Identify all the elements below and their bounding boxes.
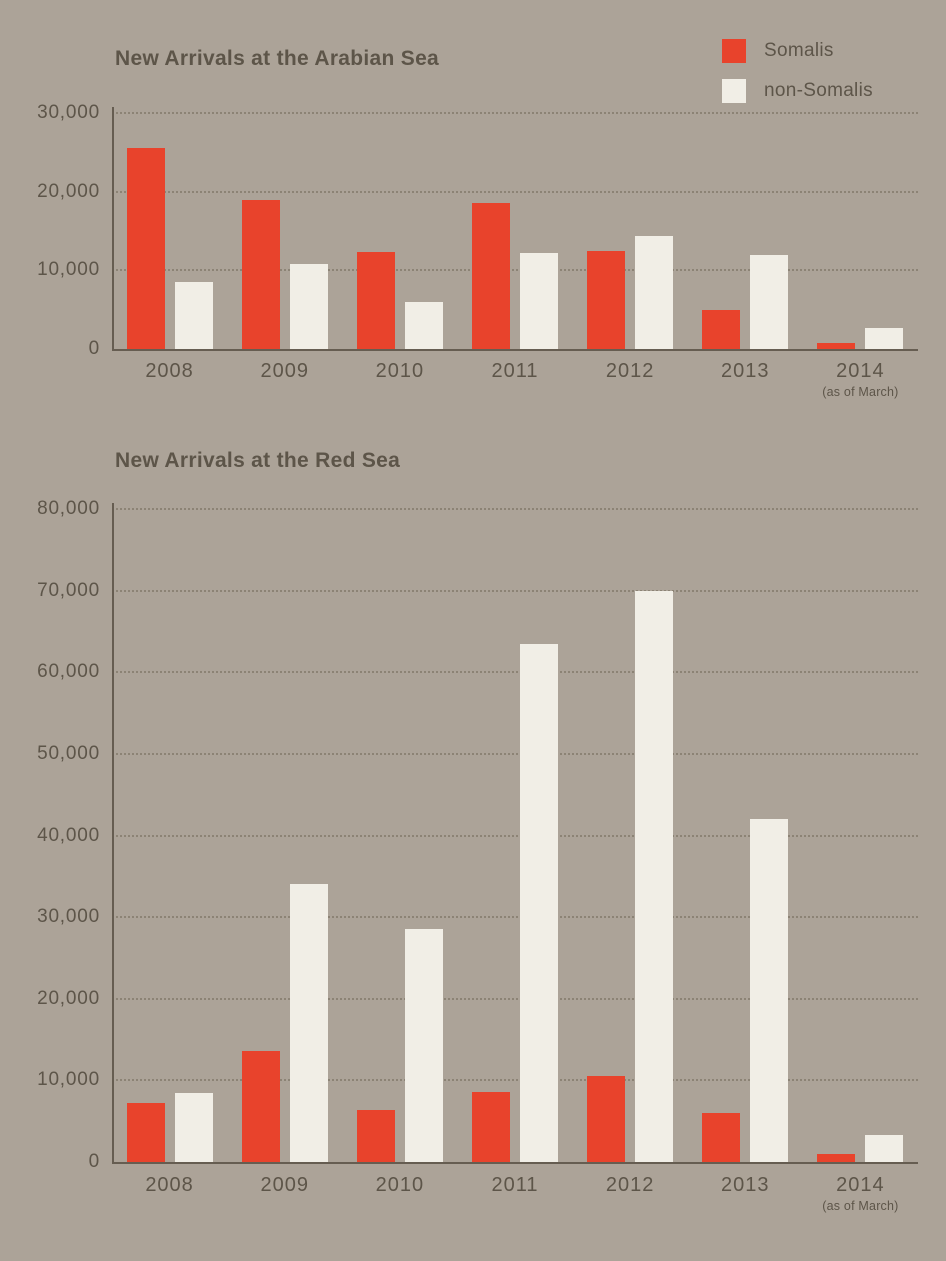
y-tick-label-20000: 20,000 <box>37 180 100 202</box>
bar-non-somalis-2010 <box>404 929 443 1162</box>
x-axis-label-2009: 2009 <box>260 1174 309 1196</box>
bar-non-somalis-2012 <box>635 235 674 349</box>
gridline-10000 <box>112 269 918 272</box>
bar-somalis-2009 <box>241 1050 280 1162</box>
bar-non-somalis-2011 <box>520 643 558 1162</box>
x-axis-label-2008: 2008 <box>145 1174 194 1196</box>
gridline-20000 <box>112 190 918 193</box>
x-axis-label-2014: 2014 <box>836 1174 885 1196</box>
x-axis-label-2012: 2012 <box>605 1174 655 1196</box>
bar-non-somalis-2010 <box>404 301 443 349</box>
chart-legend: Somalis non-Somalis <box>722 38 932 118</box>
x-axis-note-2014: (as of March) <box>822 1199 899 1213</box>
x-axis-label-2011: 2011 <box>491 360 539 382</box>
x-axis-label-2012: 2012 <box>605 360 655 382</box>
bar-somalis-2010 <box>356 1109 395 1162</box>
non-somalis-color-swatch <box>722 79 746 103</box>
bar-somalis-2011 <box>472 202 510 349</box>
y-tick-label-20000: 20,000 <box>37 987 100 1009</box>
bar-somalis-2012 <box>587 1076 626 1162</box>
bar-somalis-2014 <box>817 1153 856 1162</box>
legend-item-somalis: Somalis <box>722 38 932 64</box>
y-tick-label-40000: 40,000 <box>37 824 100 846</box>
bar-non-somalis-2009 <box>289 264 328 349</box>
y-tick-label-0: 0 <box>88 1151 100 1172</box>
bar-non-somalis-2011 <box>520 253 558 349</box>
bar-non-somalis-2014 <box>865 327 904 349</box>
y-tick-label-70000: 70,000 <box>37 579 100 601</box>
gridline-10000 <box>112 1079 918 1082</box>
bar-non-somalis-2008 <box>174 1093 213 1162</box>
bar-somalis-2009 <box>241 199 280 349</box>
y-tick-label-10000: 10,000 <box>37 259 100 281</box>
x-axis-label-2011: 2011 <box>491 1174 539 1196</box>
bar-non-somalis-2008 <box>174 282 213 349</box>
y-tick-label-50000: 50,000 <box>37 742 100 764</box>
y-tick-label-30000: 30,000 <box>37 906 100 928</box>
x-axis-baseline <box>112 1162 918 1164</box>
bar-somalis-2008 <box>126 1103 165 1162</box>
bar-somalis-2011 <box>472 1091 510 1162</box>
gridline-40000 <box>112 834 918 837</box>
x-axis-label-2010: 2010 <box>375 360 425 382</box>
y-tick-label-30000: 30,000 <box>37 102 100 123</box>
x-axis-label-2008: 2008 <box>145 360 194 382</box>
x-axis-label-2009: 2009 <box>260 360 309 382</box>
bar-non-somalis-2009 <box>289 884 328 1162</box>
somalis-color-swatch <box>722 39 746 63</box>
bar-somalis-2010 <box>356 252 395 349</box>
y-tick-label-0: 0 <box>88 338 100 359</box>
bar-somalis-2013 <box>702 1113 741 1162</box>
bar-somalis-2014 <box>817 343 856 349</box>
bar-non-somalis-2014 <box>865 1135 904 1162</box>
x-axis-label-2014: 2014 <box>836 360 885 382</box>
gridline-20000 <box>112 997 918 1000</box>
red-sea-chart-title: New Arrivals at the Red Sea <box>115 449 401 472</box>
bar-somalis-2013 <box>702 309 741 349</box>
legend-label-non-somalis: non-Somalis <box>764 80 873 101</box>
y-tick-label-80000: 80,000 <box>37 498 100 519</box>
x-axis-note-2014: (as of March) <box>822 385 899 399</box>
gridline-70000 <box>112 589 918 592</box>
bar-somalis-2012 <box>587 251 626 349</box>
x-axis-label-2013: 2013 <box>721 360 770 382</box>
y-axis-line <box>112 107 114 351</box>
gridline-30000 <box>112 916 918 919</box>
gridline-50000 <box>112 752 918 755</box>
legend-label-somalis: Somalis <box>764 40 834 61</box>
bar-non-somalis-2013 <box>750 254 789 349</box>
gridline-80000 <box>112 508 918 510</box>
legend-item-non-somalis: non-Somalis <box>722 78 932 104</box>
y-tick-label-60000: 60,000 <box>37 661 100 683</box>
arabian-sea-chart-title: New Arrivals at the Arabian Sea <box>115 47 440 70</box>
bar-non-somalis-2012 <box>635 590 674 1162</box>
gridline-60000 <box>112 671 918 674</box>
y-axis-line <box>112 503 114 1164</box>
x-axis-label-2013: 2013 <box>721 1174 770 1196</box>
bar-non-somalis-2013 <box>750 819 789 1162</box>
y-tick-label-10000: 10,000 <box>37 1069 100 1091</box>
x-axis-label-2010: 2010 <box>375 1174 425 1196</box>
x-axis-baseline <box>112 349 918 351</box>
gridline-30000 <box>112 112 918 114</box>
bar-somalis-2008 <box>126 148 165 349</box>
